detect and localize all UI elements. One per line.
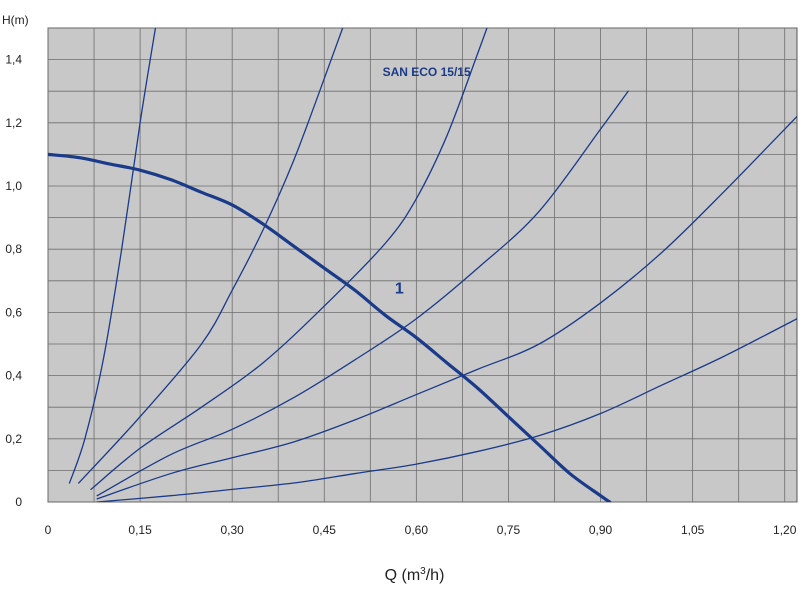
y-tick-label: 1,4 [5,53,22,67]
system-curve-line-4 [96,90,629,497]
system-curve-line-2 [78,28,344,484]
y-tick-label: 1,0 [5,179,22,193]
x-axis-label-main: Q (m [385,567,421,584]
y-tick-label: 0 [15,495,22,509]
y-tick-label: 0,6 [5,305,22,319]
x-tick-label: 0 [45,523,52,537]
y-tick-label: 0,2 [5,432,22,446]
x-axis-ticks: 0 0,15 0,30 0,45 0,60 0,75 0,90 1,05 1,20 [45,523,797,537]
x-tick-label: 0,30 [221,523,245,537]
x-tick-label: 1,20 [773,523,797,537]
y-tick-label: 0,8 [5,242,22,256]
y-axis-ticks: 0 0,2 0,4 0,6 0,8 1,0 1,2 1,4 [5,53,22,509]
x-axis-label-superscript: 3 [420,566,426,577]
y-axis-label: H(m) [2,13,29,27]
x-tick-label: 0,90 [589,523,613,537]
system-curve-line-6 [96,318,797,502]
x-tick-label: 0,75 [497,523,521,537]
x-tick-label: 0,45 [313,523,337,537]
y-tick-label: 1,2 [5,116,22,130]
x-tick-label: 0,15 [128,523,152,537]
chart-series [48,28,797,502]
system-curve-line-1 [68,28,157,484]
system-curve-line-3 [90,28,488,491]
x-tick-label: 1,05 [681,523,705,537]
y-tick-label: 0,4 [5,369,22,383]
grid-lines [47,27,797,503]
x-tick-label: 0,60 [405,523,429,537]
chart-title: SAN ECO 15/15 [383,65,471,79]
pump-curve-label: 1 [395,280,404,297]
system-curve-line-5 [96,115,797,500]
plot-area [47,27,798,503]
pump-curve-line [48,152,612,502]
x-axis-label-tail: /h) [426,567,445,584]
x-axis-label: Q (m3/h) [385,566,445,584]
